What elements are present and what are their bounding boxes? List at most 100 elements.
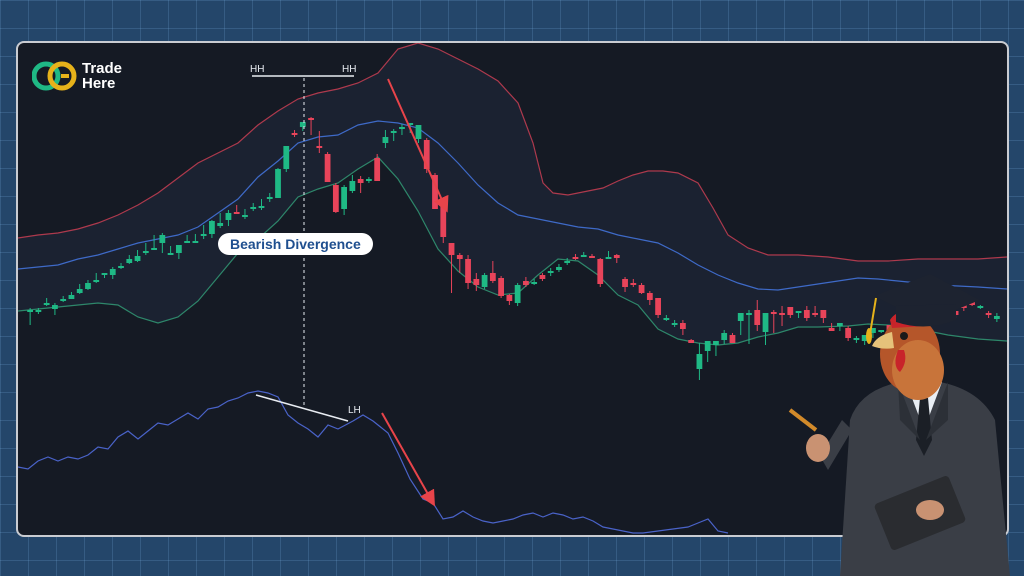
- lower-band-line: [18, 156, 1007, 346]
- candle-body: [159, 235, 166, 243]
- chart-panel: Trade Here Bearish Divergence HH HH LH: [16, 41, 1009, 537]
- candle-body: [200, 234, 207, 236]
- candle-body: [754, 310, 761, 325]
- candle-body: [762, 313, 769, 332]
- candle-body: [547, 271, 554, 273]
- lapel-left: [898, 382, 920, 440]
- chicken-eye: [900, 332, 908, 340]
- candle-body: [655, 298, 661, 315]
- candle-body: [679, 323, 686, 329]
- candle-body: [514, 285, 521, 303]
- candle-body: [440, 203, 447, 237]
- candle-body: [630, 283, 637, 285]
- trade-here-logo: Trade Here: [32, 61, 122, 91]
- candle-body: [316, 146, 323, 148]
- candle-body: [572, 257, 579, 259]
- candle-body: [225, 213, 232, 220]
- price-peak-right-label: HH: [342, 64, 357, 75]
- candle-body: [101, 273, 108, 275]
- candle-body: [622, 279, 628, 287]
- candle-body: [374, 158, 381, 181]
- candle-body: [407, 123, 414, 125]
- band-fill: [18, 43, 1007, 345]
- chart-canvas: [18, 43, 1007, 534]
- presenter-illustration: [788, 274, 1010, 576]
- candle-body: [142, 251, 149, 253]
- price-downtrend-arrow: [387, 78, 449, 213]
- candle-body: [713, 341, 719, 345]
- candle-body: [605, 257, 612, 259]
- candle-body: [539, 275, 546, 279]
- candle-body: [258, 206, 265, 208]
- candle-body: [704, 341, 711, 351]
- candle-body: [382, 137, 389, 143]
- candle-body: [184, 241, 191, 243]
- candle-body: [985, 313, 992, 315]
- candle-body: [217, 223, 224, 226]
- cap-tassel: [869, 297, 877, 335]
- candle-body: [878, 330, 885, 332]
- candle-body: [746, 313, 752, 315]
- candle-body: [167, 253, 174, 255]
- right-hand: [916, 500, 944, 520]
- lh-connector-line: [255, 394, 349, 422]
- candle-body: [638, 285, 645, 293]
- candle-body: [820, 310, 827, 318]
- candle-body: [828, 328, 835, 331]
- indicator-downtrend-arrow: [381, 412, 435, 507]
- candle-body: [85, 283, 91, 289]
- candle-body: [597, 259, 604, 284]
- cap-tassel-end: [866, 328, 872, 344]
- candle-body: [473, 279, 480, 285]
- candle-body: [836, 323, 843, 326]
- candle-body: [498, 278, 504, 296]
- candle-body: [506, 295, 513, 301]
- candle-body: [27, 310, 34, 312]
- candle-body: [291, 133, 298, 135]
- candle-body: [779, 313, 785, 315]
- candle-body: [308, 118, 314, 120]
- candle-body: [523, 281, 529, 285]
- candle-body: [233, 212, 240, 214]
- upper-band-line: [18, 43, 1007, 262]
- candle-body: [489, 273, 496, 281]
- candle-body: [192, 241, 199, 243]
- candle-body: [266, 197, 273, 199]
- candle-body: [423, 140, 430, 169]
- candle-body: [448, 243, 455, 255]
- candle-body: [68, 295, 75, 299]
- candle-body: [696, 354, 703, 369]
- candle-body: [432, 175, 438, 209]
- candle-body: [465, 259, 471, 283]
- candle-body: [803, 310, 810, 318]
- candle-body: [861, 335, 868, 341]
- candle-body: [324, 154, 331, 182]
- candle-body: [60, 299, 67, 301]
- candle-body: [812, 313, 818, 315]
- candle-body: [663, 318, 670, 320]
- necktie: [916, 398, 932, 456]
- candle-body: [613, 255, 620, 258]
- indicator-panel: [18, 390, 729, 534]
- candle-body: [134, 256, 141, 261]
- candle-body: [688, 340, 695, 343]
- candle-body: [580, 255, 587, 257]
- left-arm: [820, 420, 852, 470]
- pencil-icon: [788, 408, 818, 432]
- logo-line2: Here: [82, 75, 116, 92]
- candle-body: [399, 127, 405, 129]
- price-peak-left-label: HH: [250, 64, 265, 75]
- candle-body: [250, 207, 257, 209]
- left-hand: [806, 434, 830, 462]
- candle-body: [787, 307, 794, 315]
- bollinger-bands: [18, 43, 1007, 346]
- cap-base: [896, 304, 956, 327]
- candle-body: [795, 311, 802, 313]
- candle-body: [390, 131, 397, 133]
- candle-body: [977, 306, 984, 308]
- candle-body: [52, 305, 58, 309]
- trade-here-logo-icon: [32, 61, 78, 91]
- candle-body: [299, 122, 306, 127]
- indicator-line: [18, 390, 729, 534]
- candle-body: [366, 179, 372, 181]
